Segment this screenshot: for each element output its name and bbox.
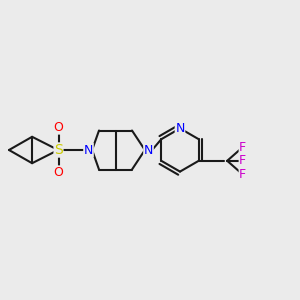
Text: O: O [54, 121, 63, 134]
Text: O: O [54, 166, 63, 179]
Text: N: N [175, 122, 185, 135]
Text: F: F [239, 141, 246, 154]
Text: S: S [54, 143, 63, 157]
Text: F: F [239, 168, 246, 181]
Text: N: N [144, 143, 153, 157]
Text: F: F [239, 154, 246, 167]
Text: N: N [84, 143, 93, 157]
